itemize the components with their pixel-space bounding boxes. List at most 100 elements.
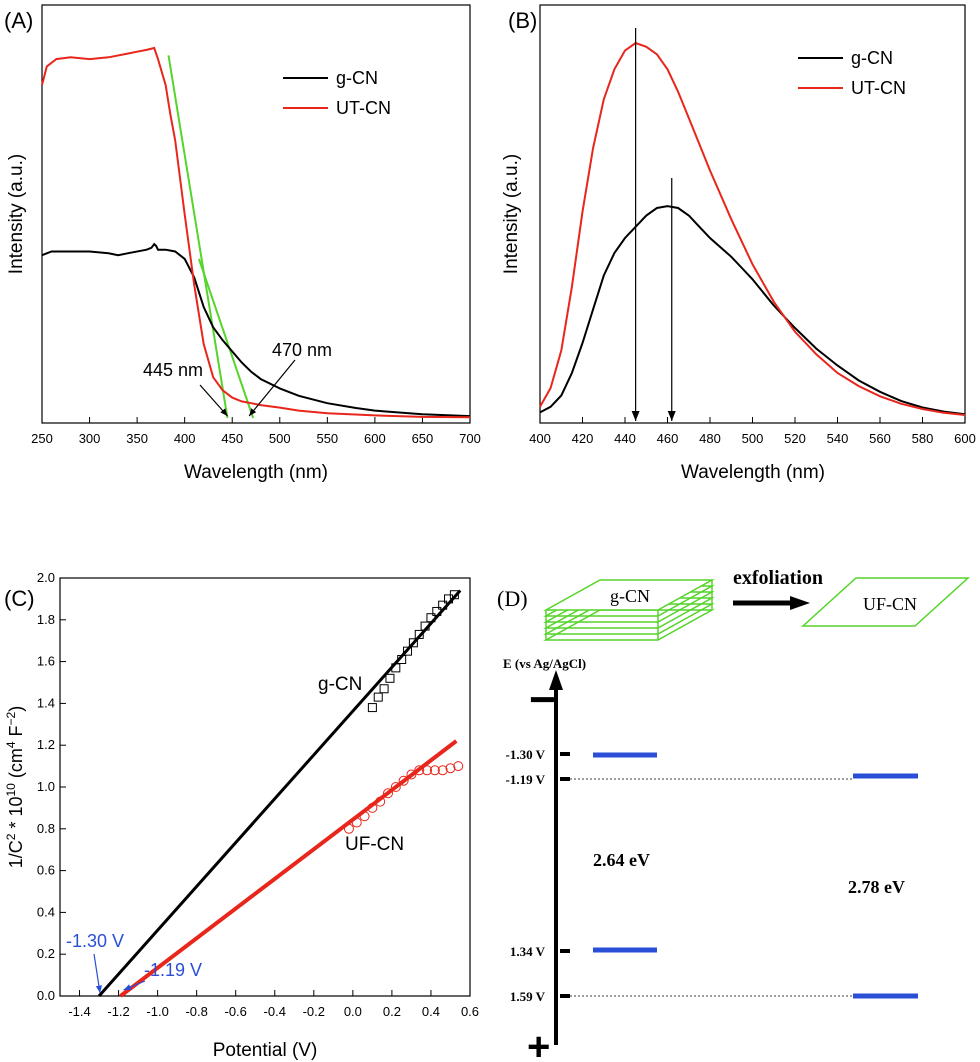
panel-b-xtick-label: 400	[529, 431, 551, 446]
panel-c: -1.4 -1.2 -1.0 -0.8 -0.6 -0.4 -0.2 0.0 0.2 0.4 0.6…	[4, 570, 479, 1061]
panel-c-fit-line	[97, 589, 462, 997]
level-134: 1.34 V	[510, 944, 657, 959]
panel-c-label-uf-cn: UF-CN	[345, 834, 404, 855]
panel-b: 400 420 440 460 480 500 520 540 560 580 600 (B) Wa…	[501, 4, 976, 483]
panel-c-xtick-label: 0.0	[344, 1004, 362, 1019]
level-159: 1.59 V	[510, 989, 918, 1004]
panel-c-xtick-label: -1.2	[107, 1004, 129, 1019]
panel-c-point-circle	[429, 765, 440, 776]
panel-b-legend-g-cn: g-CN	[851, 48, 893, 68]
panel-b-xtick-label: 520	[784, 431, 806, 446]
exfoliation-arrowhead	[790, 596, 810, 610]
panel-c-annotation-130: -1.30 V	[66, 931, 124, 951]
panel-c-xtick-label: -0.2	[303, 1004, 325, 1019]
panel-c-fit-line	[119, 739, 458, 998]
panel-c-point-circle	[414, 765, 425, 776]
panel-c-point-circle	[398, 775, 409, 786]
panel-c-arrows	[93, 953, 146, 994]
panel-b-xtick-label: 600	[954, 431, 976, 446]
panel-c-point-circle	[375, 796, 386, 807]
panel-c-ylabel: 1/C2 * 1010 (cm4 F−2)	[4, 706, 26, 868]
panel-c-ytick-label: 0.6	[37, 863, 55, 878]
panel-c-point-square	[367, 703, 377, 713]
panel-a-tangent-line	[197, 258, 255, 419]
panel-c-point-circle	[367, 802, 378, 813]
panel-b-xtick-label: 420	[572, 431, 594, 446]
panel-c-xtick-label: -0.8	[185, 1004, 207, 1019]
level-130: -1.30 V	[506, 747, 657, 762]
panel-a-series	[41, 46, 471, 419]
panel-c-point-circle	[351, 817, 362, 828]
panel-c-point-circle	[343, 823, 354, 834]
uf-cn-sheet	[801, 577, 970, 627]
panel-c-point-circle	[453, 761, 464, 772]
panel-a-annotation-445: 445 nm	[143, 360, 203, 380]
panel-b-frame	[539, 4, 966, 424]
level-label-119: -1.19 V	[506, 772, 546, 787]
panel-c-point-square	[379, 684, 389, 694]
panel-c-point-square	[438, 600, 448, 610]
panel-c-points	[343, 590, 464, 834]
panel-a-xtick-label: 300	[79, 431, 101, 446]
panel-c-xtick-label: -0.4	[264, 1004, 286, 1019]
panel-c-xtick-label: 0.6	[461, 1004, 479, 1019]
panel-b-xtick-label: 580	[912, 431, 934, 446]
panel-c-ytick-label: 0.8	[37, 821, 55, 836]
panel-a-label: (A)	[4, 8, 33, 33]
panel-a-xtick-label: 550	[316, 431, 338, 446]
panel-b-xtick-label: 440	[614, 431, 636, 446]
panel-b-markers	[631, 28, 676, 421]
level-119: -1.19 V	[506, 772, 918, 787]
panel-c-point-square	[373, 692, 383, 702]
panel-c-xtick-label: 0.2	[383, 1004, 401, 1019]
panel-a-series-line	[41, 46, 471, 419]
panel-c-ytick-label: 0.0	[37, 988, 55, 1003]
panel-c-xtick-label: -0.6	[225, 1004, 247, 1019]
panel-b-legend-ut-cn: UT-CN	[851, 78, 906, 98]
level-label-159: 1.59 V	[510, 989, 546, 1004]
panel-d: (D) g-CN exfoliation UF-CN E (vs Ag/AgCl…	[497, 567, 970, 1062]
panel-c-ytick-label: 1.2	[37, 737, 55, 752]
panel-b-marker-arrowhead	[631, 411, 640, 421]
gap-label-uf-cn: 2.78 eV	[848, 877, 905, 897]
panel-c-fit-lines	[97, 589, 462, 998]
panel-a-x-ticks: 250 300 350 400 450 500 550 600 650 700	[31, 417, 481, 446]
panel-c-point-circle	[406, 769, 417, 780]
panel-a-xtick-label: 650	[412, 431, 434, 446]
gap-label-g-cn: 2.64 eV	[593, 850, 650, 870]
panel-b-xtick-label: 560	[869, 431, 891, 446]
panel-b-label: (B)	[508, 8, 537, 33]
panel-a-tangents	[167, 55, 255, 419]
panel-c-point-square	[403, 646, 413, 656]
panel-b-xtick-label: 480	[699, 431, 721, 446]
panel-b-series	[539, 41, 966, 416]
panel-a-tangent-line	[167, 55, 229, 419]
panel-a-arrowhead	[220, 408, 228, 416]
panel-c-point-square	[397, 655, 407, 665]
panel-c-point-circle	[422, 765, 433, 776]
panel-c-point-circle	[390, 782, 401, 792]
panel-b-series-line	[539, 205, 966, 416]
panel-b-xtick-label: 500	[742, 431, 764, 446]
panel-b-xlabel: Wavelength (nm)	[681, 462, 825, 483]
panel-c-point-circle	[383, 788, 393, 799]
panel-a-annotation-470: 470 nm	[272, 340, 332, 360]
panel-a-series-line	[41, 242, 471, 418]
panel-c-xtick-label: 0.4	[422, 1004, 440, 1019]
panel-a-xtick-label: 500	[269, 431, 291, 446]
panel-a-xtick-label: 600	[364, 431, 386, 446]
energy-axis-label: E (vs Ag/AgCl)	[503, 656, 586, 671]
panel-c-point-square	[391, 663, 401, 673]
panel-b-marker-arrowhead	[667, 411, 676, 421]
panel-a-xtick-label: 450	[221, 431, 243, 446]
panel-c-ticks: -1.4 -1.2 -1.0 -0.8 -0.6 -0.4 -0.2 0.0 0.2 0.4 0.6…	[37, 570, 479, 1019]
panel-a-xtick-label: 250	[31, 431, 53, 446]
panel-c-annotation-119: -1.19 V	[144, 960, 202, 980]
panel-c-point-circle	[437, 765, 448, 776]
panel-b-series-line	[539, 41, 966, 416]
panel-c-point-square	[414, 629, 424, 639]
panel-b-xtick-label: 540	[827, 431, 849, 446]
panel-c-label: (C)	[4, 586, 35, 611]
energy-axis-arrowhead	[549, 670, 563, 690]
